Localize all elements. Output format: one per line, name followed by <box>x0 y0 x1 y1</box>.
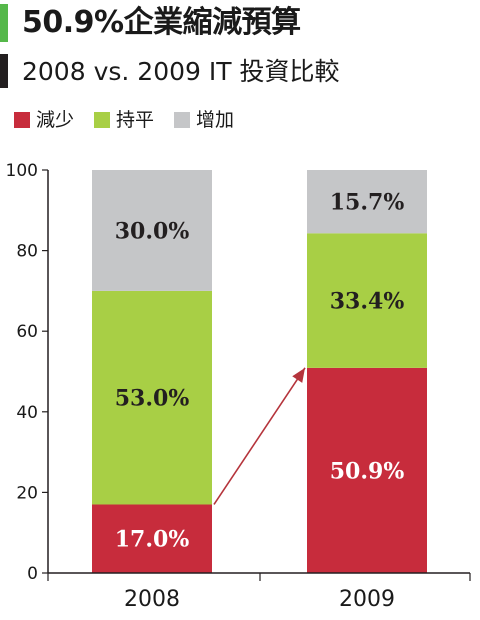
subtitle-bar: 2008 vs. 2009 IT 投資比較 <box>0 52 480 92</box>
chart-title: 50.9%企業縮減預算 <box>22 5 301 40</box>
legend-item-decrease: 減少 <box>14 108 74 132</box>
y-tick-label: 0 <box>27 564 38 584</box>
data-label-2008-decrease: 17.0% <box>115 527 190 553</box>
title-bar: 50.9%企業縮減預算 <box>0 0 480 46</box>
chart-subtitle: 2008 vs. 2009 IT 投資比較 <box>22 57 340 86</box>
data-label-2008-increase: 30.0% <box>115 218 190 244</box>
x-tick-label-2008: 2008 <box>124 587 180 612</box>
trend-arrow-line <box>213 367 306 505</box>
legend: 減少 持平 增加 <box>14 106 254 134</box>
bar-2009-increase <box>307 170 427 234</box>
legend-label-decrease: 減少 <box>36 109 75 131</box>
x-tick-label-2009: 2009 <box>339 587 395 612</box>
y-tick-label: 40 <box>16 403 38 423</box>
legend-swatch-flat <box>94 112 111 128</box>
legend-item-increase: 增加 <box>174 108 234 132</box>
y-tick-label: 20 <box>16 483 38 503</box>
bar-2009-decrease <box>307 367 427 573</box>
bar-2009-flat <box>307 233 427 368</box>
legend-label-flat: 持平 <box>116 109 155 131</box>
stacked-bar-chart: 17.0% 53.0% 30.0% 50.9% 33.4% 15.7% 0 20 40 60 80 1… <box>6 161 471 612</box>
data-label-2009-flat: 33.4% <box>330 289 405 315</box>
legend-item-flat: 持平 <box>94 108 154 132</box>
bar-2008-flat <box>92 290 212 505</box>
bar-2008-increase <box>92 170 212 291</box>
subtitle-accent-bar <box>0 54 8 88</box>
y-tick-label: 100 <box>6 161 38 181</box>
data-label-2009-increase: 15.7% <box>330 190 405 216</box>
data-label-2009-decrease: 50.9% <box>330 458 405 484</box>
data-label-2008-flat: 53.0% <box>115 386 190 412</box>
legend-swatch-decrease <box>14 112 30 128</box>
legend-swatch-increase <box>174 112 191 128</box>
trend-arrow-head <box>292 367 305 383</box>
title-accent-bar <box>0 4 8 42</box>
y-tick-label: 80 <box>16 242 38 262</box>
bar-2008-decrease <box>92 504 212 573</box>
y-tick-label: 60 <box>16 322 38 342</box>
legend-label-increase: 增加 <box>196 109 235 131</box>
